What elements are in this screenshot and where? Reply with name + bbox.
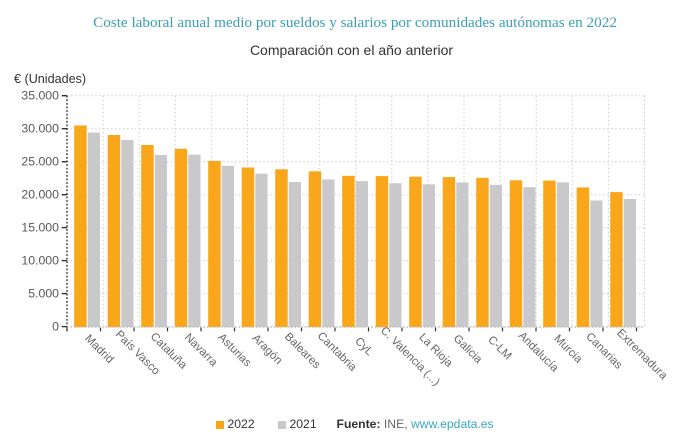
svg-text:Cantabria: Cantabria: [315, 330, 359, 374]
svg-text:10.000: 10.000: [21, 254, 59, 268]
svg-text:Andalucía: Andalucía: [516, 330, 561, 375]
svg-text:Aragón: Aragón: [250, 332, 285, 367]
svg-text:15.000: 15.000: [21, 221, 59, 235]
svg-text:C-LM: C-LM: [485, 334, 513, 362]
svg-text:30.000: 30.000: [21, 122, 59, 136]
svg-text:C. Valencia (...): C. Valencia (...): [378, 325, 442, 389]
svg-text:Asturias: Asturias: [215, 331, 253, 369]
svg-text:Madrid: Madrid: [82, 333, 115, 366]
svg-text:25.000: 25.000: [21, 155, 59, 169]
svg-text:0: 0: [52, 320, 59, 334]
svg-text:Extremadura: Extremadura: [614, 327, 669, 382]
svg-text:Galicia: Galicia: [451, 333, 485, 367]
svg-text:35.000: 35.000: [21, 89, 59, 103]
svg-text:5.000: 5.000: [28, 287, 59, 301]
svg-text:CyL: CyL: [352, 335, 375, 358]
svg-text:20.000: 20.000: [21, 188, 59, 202]
